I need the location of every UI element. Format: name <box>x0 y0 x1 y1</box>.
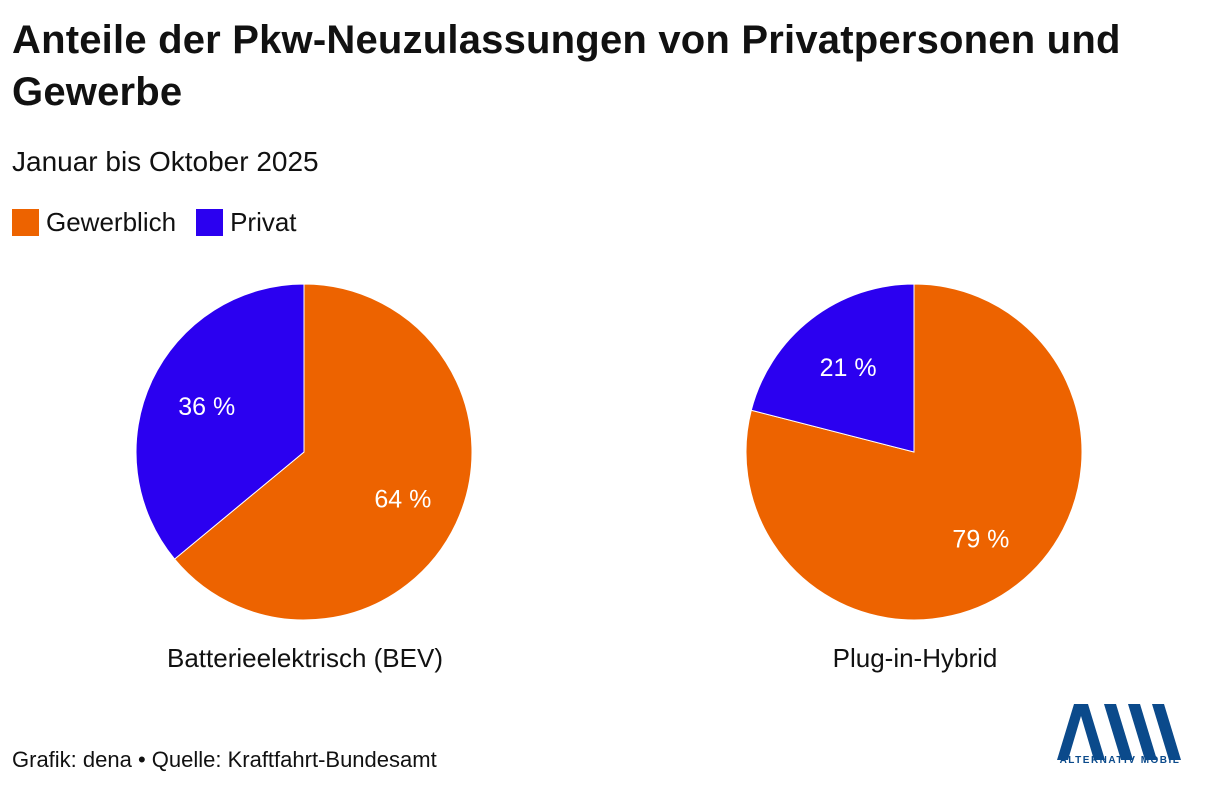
logo-text: ALTERNATIV MOBIL <box>1059 755 1181 766</box>
pie-title-phev: Plug-in-Hybrid <box>833 643 998 673</box>
slice-label-phev-gewerblich: 79 % <box>952 525 1009 553</box>
pie-slice-phev-gewerblich <box>745 283 1083 621</box>
source-note: Grafik: dena • Quelle: Kraftfahrt-Bundes… <box>12 747 437 772</box>
legend-item-gewerblich: Gewerblich <box>12 206 176 238</box>
chart-title: Anteile der Pkw-Neuzulassungen von Priva… <box>12 18 1121 114</box>
pie-slice-bev-privat <box>135 283 305 560</box>
legend-label-gewerblich: Gewerblich <box>46 207 177 237</box>
chart-subtitle: Januar bis Oktober 2025 <box>12 146 319 177</box>
pie-chart-phev: 79 % 21 % <box>745 283 1083 621</box>
slice-label-phev-privat: 21 % <box>820 354 877 382</box>
logo-bar-2 <box>1128 704 1157 760</box>
slice-label-bev-privat: 36 % <box>178 393 235 421</box>
logo-bar-1 <box>1104 704 1133 760</box>
legend-label-privat: Privat <box>230 207 297 237</box>
slice-label-bev-gewerblich: 64 % <box>374 485 431 513</box>
pie-slice-bev-gewerblich <box>173 283 473 621</box>
pie-chart-bev: 64 % 36 % <box>135 283 473 621</box>
legend-swatch-privat <box>196 208 224 236</box>
logo-letter-a <box>1057 704 1105 760</box>
legend-swatch-gewerblich <box>12 208 39 236</box>
legend-item-privat: Privat <box>196 206 297 238</box>
alternativ-mobil-logo <box>1057 704 1181 760</box>
logo-mark <box>1057 704 1181 760</box>
pie-slice-phev-privat <box>750 283 915 453</box>
pie-title-bev: Batterieelektrisch (BEV) <box>167 643 443 673</box>
logo-bar-3 <box>1152 704 1181 760</box>
legend: Gewerblich Privat <box>12 206 317 238</box>
